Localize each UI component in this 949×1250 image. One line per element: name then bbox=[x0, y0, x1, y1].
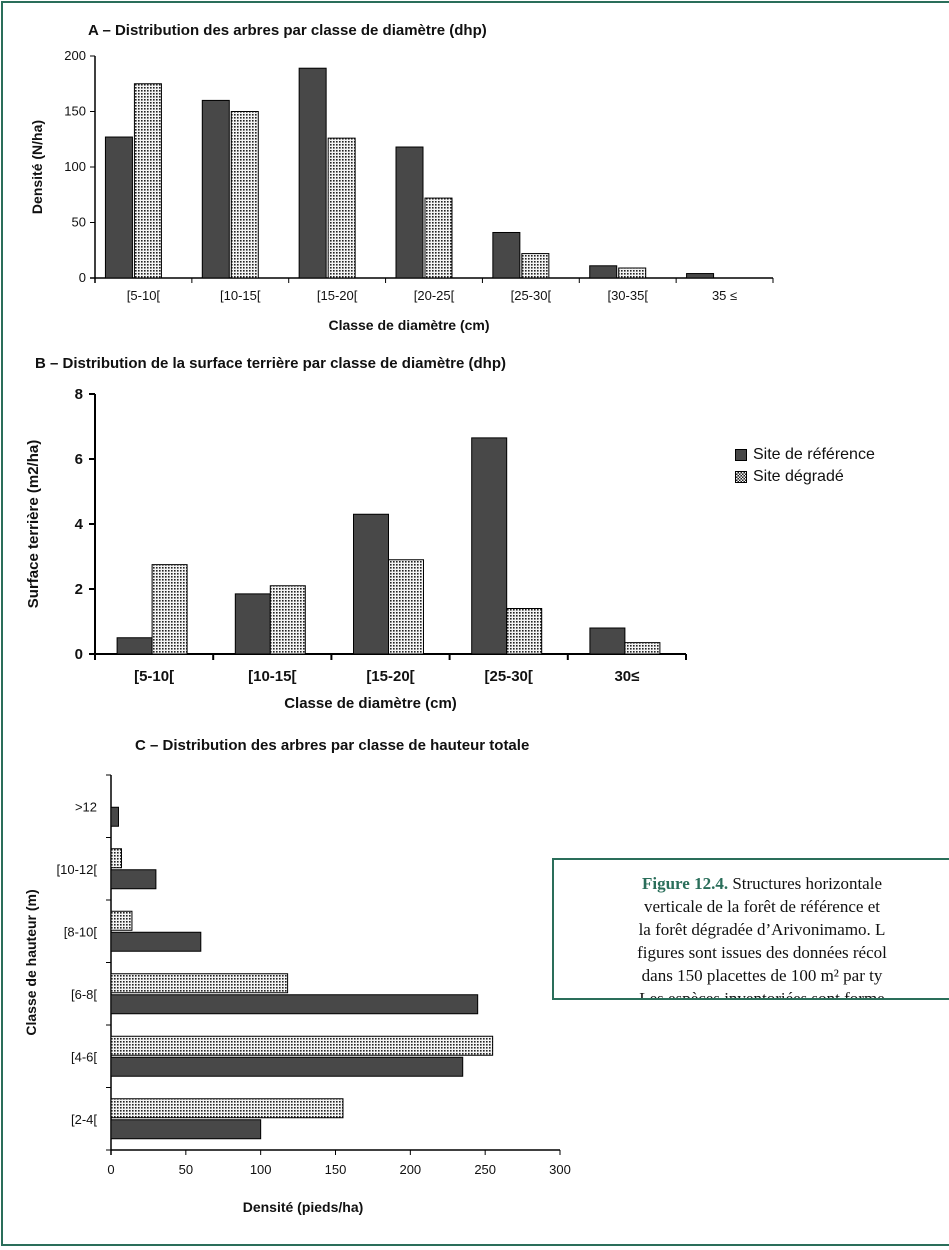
caption-line-5: dans 150 placettes de 100 m² par ty bbox=[641, 966, 883, 985]
bar-reference bbox=[110, 1119, 262, 1140]
caption-line-3: la forêt dégradée d’Arivonimamo. L bbox=[638, 920, 886, 939]
x-axis-label: Densité (pieds/ha) bbox=[243, 1199, 364, 1215]
y-tick-label: 50 bbox=[72, 215, 86, 230]
bar-reference bbox=[110, 1056, 464, 1077]
bar-reference bbox=[110, 994, 479, 1015]
bar-reference bbox=[589, 627, 626, 655]
x-tick-label: [25-30[ bbox=[485, 668, 533, 685]
legend: Site de référence Site dégradé bbox=[735, 444, 875, 488]
bar-reference bbox=[492, 231, 521, 279]
x-axis-label: Classe de diamètre (cm) bbox=[328, 317, 489, 333]
chart-a-title: A – Distribution des arbres par classe d… bbox=[88, 22, 487, 39]
y-tick-label: 0 bbox=[79, 270, 86, 285]
bar-reference bbox=[298, 67, 327, 279]
x-tick-label: [25-30[ bbox=[511, 288, 552, 303]
x-tick-label: [10-15[ bbox=[220, 288, 261, 303]
y-tick-label: 200 bbox=[64, 48, 86, 63]
bar-degraded bbox=[110, 910, 133, 931]
legend-label-degraded: Site dégradé bbox=[753, 468, 844, 485]
bar-degraded bbox=[151, 564, 188, 655]
bar-reference bbox=[353, 513, 389, 655]
bar-reference bbox=[104, 136, 133, 279]
y-axis-label: Surface terrière (m2/ha) bbox=[25, 440, 42, 608]
bar-reference bbox=[110, 869, 157, 890]
bar-degraded bbox=[424, 197, 453, 279]
y-tick-label: 2 bbox=[75, 581, 83, 598]
bar-degraded bbox=[624, 642, 661, 655]
x-tick-label: [20-25[ bbox=[414, 288, 455, 303]
caption-line-6: Les espèces inventoriées sont forme bbox=[639, 989, 885, 1000]
bar-degraded bbox=[110, 1098, 344, 1119]
caption-line-4: figures sont issues des données récol bbox=[637, 943, 887, 962]
y-axis-label: Densité (N/ha) bbox=[29, 120, 45, 214]
y-tick-label: 4 bbox=[75, 516, 84, 533]
y-tick-label: 0 bbox=[75, 646, 83, 663]
legend-swatch-degraded bbox=[735, 471, 747, 483]
bar-degraded bbox=[327, 137, 356, 279]
y-tick-label: 6 bbox=[75, 451, 83, 468]
x-tick-label: [15-20[ bbox=[317, 288, 358, 303]
chart-b-title: B – Distribution de la surface terrière … bbox=[35, 355, 506, 372]
legend-label-reference: Site de référence bbox=[753, 446, 875, 463]
bar-degraded bbox=[388, 559, 424, 655]
y-tick-label: 150 bbox=[64, 104, 86, 119]
bar-reference bbox=[471, 437, 508, 655]
x-tick-label: 250 bbox=[474, 1162, 496, 1177]
bar-reference bbox=[110, 806, 119, 827]
x-axis-label: Classe de diamètre (cm) bbox=[284, 695, 457, 712]
x-tick-label: 35 ≤ bbox=[712, 288, 737, 303]
x-tick-label: [5-10[ bbox=[134, 668, 174, 685]
caption-line-2: verticale de la forêt de référence et bbox=[644, 897, 880, 916]
x-tick-label: 100 bbox=[250, 1162, 272, 1177]
bar-degraded bbox=[506, 608, 543, 655]
legend-swatch-reference bbox=[735, 449, 747, 461]
x-tick-label: 300 bbox=[549, 1162, 571, 1177]
bar-degraded bbox=[110, 1035, 494, 1056]
bar-degraded bbox=[269, 585, 306, 655]
caption-figure-label: Figure 12.4. bbox=[641, 874, 729, 893]
y-tick-label: 100 bbox=[64, 159, 86, 174]
chart-b-svg: 0 2 4 6 8 [5-10[ [10-15[ [15-20[ [25-30[ 30≤ Class… bbox=[25, 386, 687, 712]
y-tick-label: [6-8[ bbox=[71, 987, 97, 1002]
x-tick-label: [5-10[ bbox=[127, 288, 161, 303]
y-tick-label: [2-4[ bbox=[71, 1112, 97, 1127]
x-tick-label: 30≤ bbox=[614, 668, 639, 685]
x-tick-label: [30-35[ bbox=[607, 288, 648, 303]
x-tick-label: 50 bbox=[179, 1162, 193, 1177]
bar-reference bbox=[395, 146, 424, 279]
y-tick-label: 8 bbox=[75, 386, 83, 403]
x-tick-label: 150 bbox=[325, 1162, 347, 1177]
x-tick-label: 0 bbox=[107, 1162, 114, 1177]
bar-reference bbox=[234, 593, 271, 655]
legend-item-degraded: Site dégradé bbox=[735, 466, 875, 488]
caption-line-1: Structures horizontale bbox=[728, 874, 882, 893]
legend-item-reference: Site de référence bbox=[735, 444, 875, 466]
y-tick-label: [10-12[ bbox=[57, 862, 98, 877]
figure-caption: Figure 12.4. Structures horizontale vert… bbox=[552, 858, 949, 1000]
bar-reference bbox=[110, 931, 202, 952]
bar-reference bbox=[686, 273, 715, 279]
bar-degraded bbox=[133, 83, 162, 279]
x-tick-label: 200 bbox=[399, 1162, 421, 1177]
bar-degraded bbox=[618, 267, 647, 279]
x-tick-label: [10-15[ bbox=[248, 668, 296, 685]
y-tick-label: [8-10[ bbox=[64, 924, 98, 939]
bar-degraded bbox=[110, 973, 289, 994]
bar-degraded bbox=[521, 253, 550, 279]
bar-degraded bbox=[110, 848, 122, 869]
y-tick-label: [4-6[ bbox=[71, 1049, 97, 1064]
x-tick-label: [15-20[ bbox=[366, 668, 414, 685]
y-tick-label: >12 bbox=[75, 799, 97, 814]
y-axis-label: Classe de hauteur (m) bbox=[23, 889, 39, 1035]
chart-a-svg: 0 50 100 150 200 [5-10[ [10-15[ [15-20[ [20-25[ [… bbox=[29, 48, 774, 333]
bar-reference bbox=[201, 99, 230, 279]
bar-reference bbox=[589, 265, 618, 279]
chart-c-title: C – Distribution des arbres par classe d… bbox=[135, 737, 530, 754]
bar-degraded bbox=[230, 111, 259, 279]
